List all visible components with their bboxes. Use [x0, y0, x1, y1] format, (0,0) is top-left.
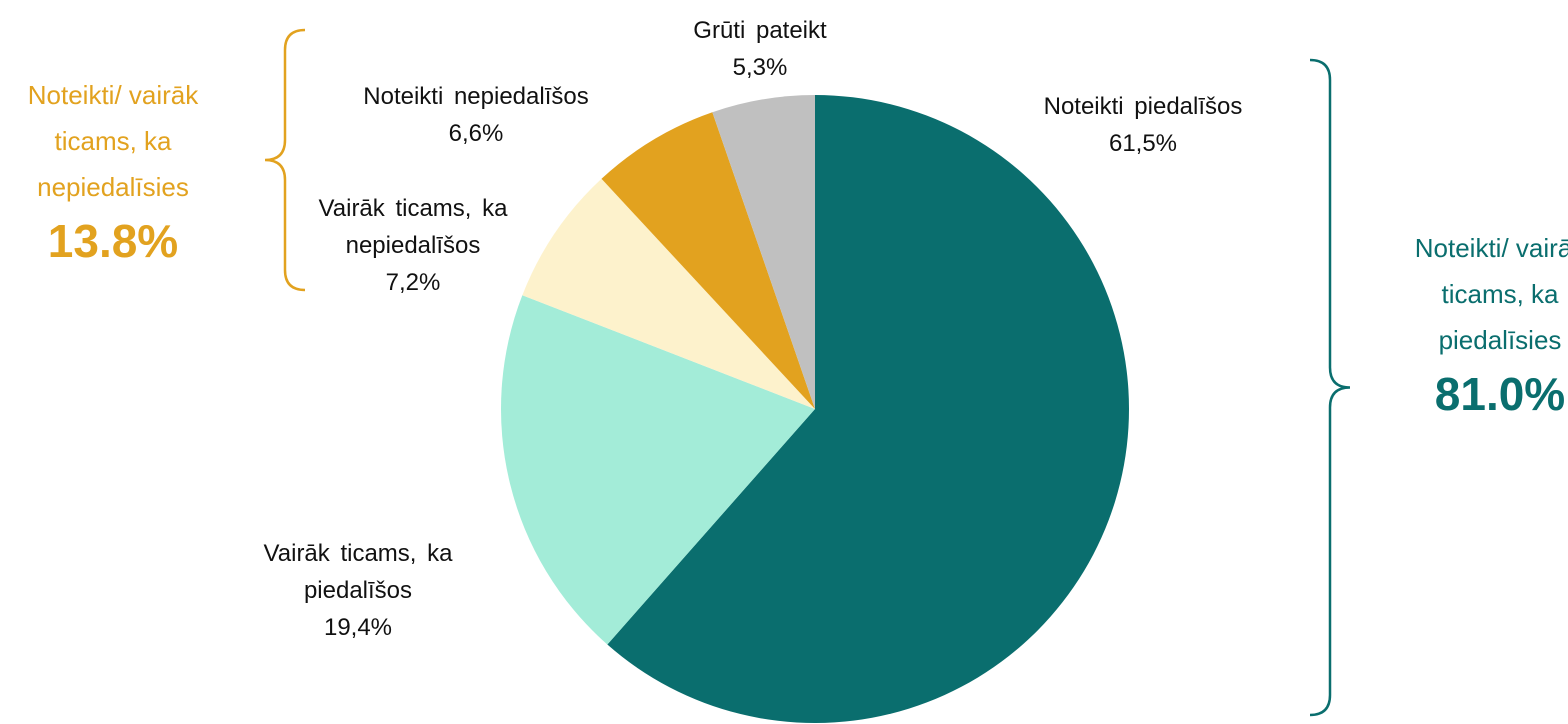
data-label: Noteikti nepiedalīšos 6,6% — [306, 78, 646, 152]
value-label: 19,4% — [323, 614, 393, 641]
pie-slice — [712, 95, 815, 409]
pie-slice — [522, 178, 815, 409]
data-label: Noteikti piedalīšos 61,5% — [993, 88, 1293, 162]
value-label: 61,5% — [1108, 130, 1178, 157]
data-label: Grūti pateikt 5,3% — [630, 12, 890, 86]
data-label: Vairāk ticams, ka nepiedalīšos 7,2% — [283, 190, 543, 301]
annotation-text: Noteikti/ vairāk ticams, ka nepiedalīsie… — [27, 80, 199, 202]
annotation: Noteikti/ vairāk ticams, ka nepiedalīsie… — [0, 72, 231, 272]
category-label: Vairāk ticams, ka piedalīšos — [263, 540, 453, 604]
data-label: Vairāk ticams, ka piedalīšos 19,4% — [233, 535, 483, 646]
category-label: Noteikti nepiedalīšos — [363, 83, 589, 110]
category-label: Vairāk ticams, ka nepiedalīšos — [318, 195, 508, 259]
annotation-text: Noteikti/ vairāk ticams, ka piedalīsies — [1414, 233, 1568, 355]
pie-slice — [607, 95, 1129, 723]
pie-slice — [501, 295, 815, 645]
value-label: 5,3% — [732, 54, 788, 81]
annotation: Noteikti/ vairāk ticams, ka piedalīsies 8… — [1400, 225, 1568, 425]
category-label: Grūti pateikt — [693, 17, 827, 44]
pie-slice — [601, 112, 815, 410]
annotation-total: 81.0% — [1434, 368, 1566, 420]
category-label: Noteikti piedalīšos — [1043, 93, 1243, 120]
annotation-total: 13.8% — [47, 215, 179, 267]
value-label: 6,6% — [448, 120, 504, 147]
bracket — [1309, 58, 1351, 717]
bracket — [264, 28, 306, 292]
value-label: 7,2% — [385, 269, 441, 296]
